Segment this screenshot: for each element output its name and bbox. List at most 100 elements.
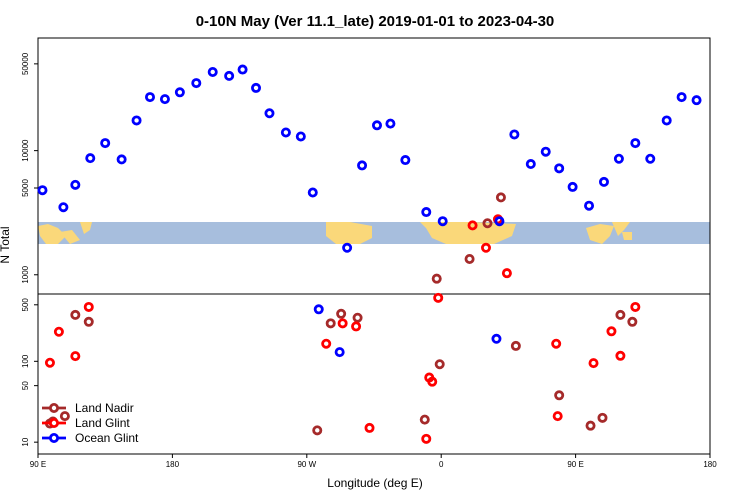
- data-point: [251, 82, 262, 93]
- data-point: [482, 218, 493, 229]
- data-point: [364, 422, 375, 433]
- data-point: [554, 390, 565, 401]
- data-point: [615, 309, 626, 320]
- land-shape: [612, 222, 630, 236]
- x-tick-label: 90 E: [30, 460, 46, 469]
- y-tick-label: 10000: [21, 139, 30, 162]
- x-tick-label: 180: [166, 460, 180, 469]
- land-shape: [60, 230, 80, 244]
- data-point: [615, 350, 626, 361]
- data-point: [509, 129, 520, 140]
- data-point: [630, 301, 641, 312]
- data-point: [554, 163, 565, 174]
- data-point: [584, 200, 595, 211]
- y-axis: 1000 5000 10000 50000 10 50 100 500: [21, 52, 38, 447]
- data-point: [661, 115, 672, 126]
- y-tick-label: 1000: [21, 265, 30, 283]
- data-point: [427, 376, 438, 387]
- chart-title: 0-10N May (Ver 11.1_late) 2019-01-01 to …: [196, 13, 555, 30]
- data-point: [207, 66, 218, 77]
- data-point: [551, 338, 562, 349]
- y-tick-label: 50000: [21, 52, 30, 75]
- data-point: [588, 358, 599, 369]
- data-point: [613, 153, 624, 164]
- legend-marker: [49, 432, 60, 443]
- data-point: [540, 146, 551, 157]
- data-point: [421, 433, 432, 444]
- legend-marker: [49, 417, 60, 428]
- data-point: [510, 340, 521, 351]
- land-shape: [326, 222, 372, 244]
- data-point: [83, 301, 94, 312]
- data-point: [585, 420, 596, 431]
- y-tick-label: 100: [21, 354, 30, 368]
- data-point: [597, 412, 608, 423]
- data-point: [37, 185, 48, 196]
- data-point: [337, 318, 348, 329]
- data-point: [371, 120, 382, 131]
- map-land: [38, 222, 632, 244]
- y-axis-label: N Total: [0, 226, 12, 263]
- land-shape: [622, 232, 632, 240]
- y-tick-label: 5000: [21, 179, 30, 197]
- x-tick-label: 0: [439, 460, 444, 469]
- data-point: [480, 242, 491, 253]
- data-point: [437, 216, 448, 227]
- data-point: [464, 253, 475, 264]
- series-ocean-glint: [37, 64, 702, 358]
- data-point: [295, 131, 306, 142]
- data-point: [525, 159, 536, 170]
- data-point: [351, 321, 362, 332]
- x-tick-label: 90 W: [297, 460, 316, 469]
- data-point: [385, 118, 396, 129]
- data-point: [336, 308, 347, 319]
- data-point: [264, 108, 275, 119]
- data-point: [100, 138, 111, 149]
- data-point: [491, 333, 502, 344]
- data-point: [334, 347, 345, 358]
- data-point: [421, 207, 432, 218]
- data-point: [342, 242, 353, 253]
- data-point: [59, 411, 70, 422]
- data-point: [434, 359, 445, 370]
- data-point: [419, 414, 430, 425]
- data-point: [58, 202, 69, 213]
- data-point: [85, 153, 96, 164]
- data-point: [645, 153, 656, 164]
- y-tick-label: 500: [21, 298, 30, 312]
- y-tick-label: 50: [21, 381, 30, 390]
- land-shape: [80, 222, 92, 234]
- data-point: [567, 181, 578, 192]
- data-point: [159, 94, 170, 105]
- data-point: [116, 154, 127, 165]
- data-point: [313, 304, 324, 315]
- data-point: [606, 326, 617, 337]
- x-tick-label: 180: [703, 460, 717, 469]
- world-map-band: [38, 222, 710, 244]
- data-point: [131, 115, 142, 126]
- legend-marker: [49, 402, 60, 413]
- data-point: [44, 357, 55, 368]
- data-point: [467, 220, 478, 231]
- data-point: [70, 309, 81, 320]
- data-point: [357, 160, 368, 171]
- data-point: [174, 87, 185, 98]
- x-axis-label: Longitude (deg E): [327, 476, 422, 490]
- data-point: [237, 64, 248, 75]
- x-axis: 90 E 180 90 W 0 90 E 180: [30, 454, 717, 469]
- data-point: [191, 78, 202, 89]
- data-point: [321, 338, 332, 349]
- land-shape: [420, 222, 516, 244]
- data-point: [552, 411, 563, 422]
- data-point: [495, 192, 506, 203]
- land-shape: [586, 224, 614, 244]
- data-point: [144, 92, 155, 103]
- data-point: [352, 312, 363, 323]
- legend-label: Ocean Glint: [75, 431, 139, 445]
- data-point: [83, 316, 94, 327]
- data-point: [400, 155, 411, 166]
- data-points: [37, 64, 702, 444]
- y-tick-label: 10: [21, 437, 30, 446]
